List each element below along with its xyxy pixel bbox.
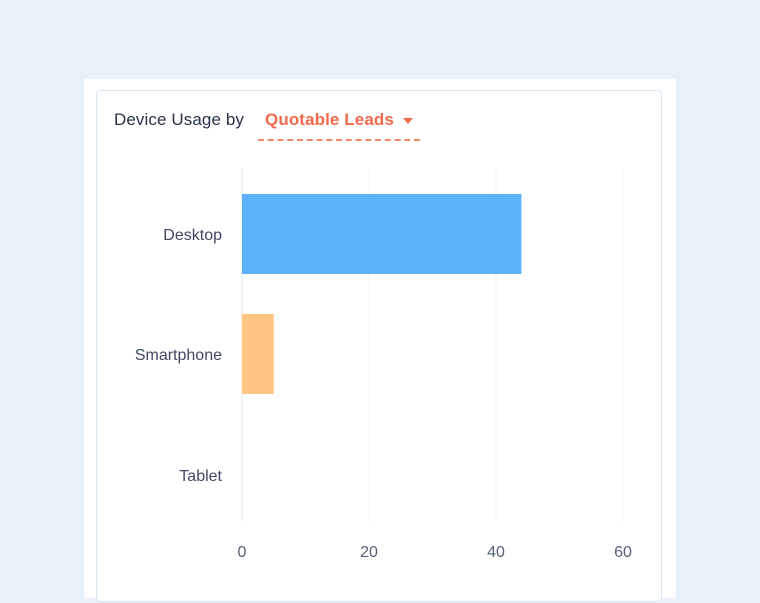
- bar-smartphone[interactable]: [242, 314, 274, 394]
- bar-desktop[interactable]: [242, 194, 522, 274]
- x-tick-label: 40: [487, 544, 505, 561]
- metric-dropdown[interactable]: Quotable Leads: [258, 108, 420, 141]
- category-label: Tablet: [179, 468, 222, 485]
- x-tick-label: 0: [238, 544, 247, 561]
- widget-sheet: Device Usage by Quotable Leads Desktop Sm…: [84, 79, 676, 602]
- metric-dropdown-label: Quotable Leads: [265, 110, 394, 129]
- x-tick-label: 20: [360, 544, 378, 561]
- category-label: Desktop: [163, 227, 222, 244]
- device-usage-card: Device Usage by Quotable Leads Desktop Sm…: [96, 90, 662, 602]
- card-title: Device Usage by: [114, 110, 245, 129]
- category-label: Smartphone: [135, 347, 222, 364]
- bar-chart: Desktop Smartphone Tablet 0 20 40 60: [135, 168, 632, 561]
- card-header: Device Usage by Quotable Leads: [114, 108, 420, 144]
- x-tick-label: 60: [614, 544, 632, 561]
- caret-down-icon: [402, 117, 413, 124]
